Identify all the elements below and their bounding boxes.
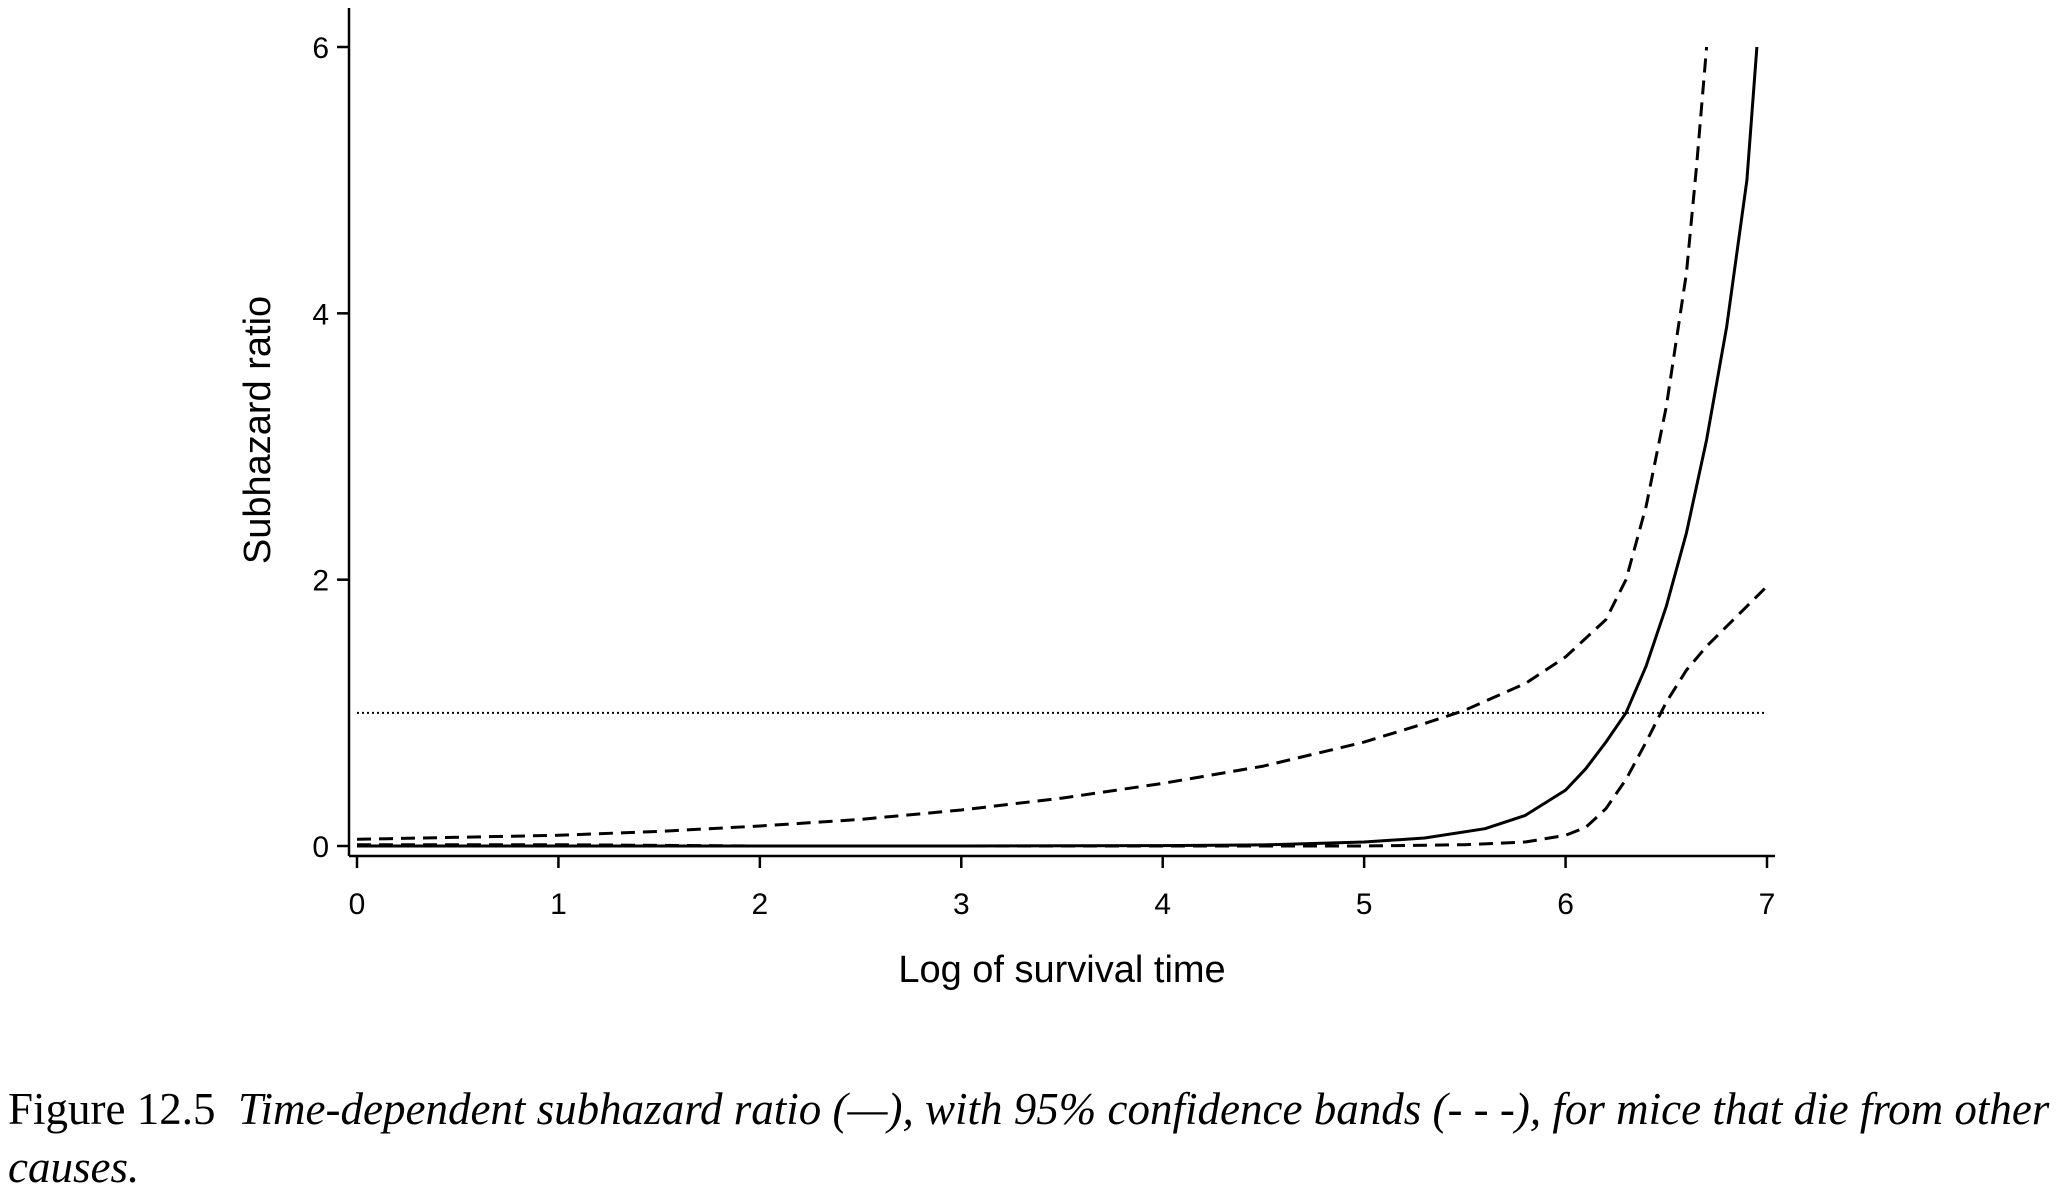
figure-caption: Figure 12.5 Time-dependent subhazard rat… (8, 1080, 2058, 1196)
x-tick-label: 7 (1759, 888, 1776, 921)
series-line-3 (357, 585, 1769, 848)
figure-caption-label: Figure 12.5 (8, 1084, 216, 1134)
y-tick-label: 0 (312, 831, 329, 864)
series-line-2 (356, 46, 1709, 841)
series-line-1 (357, 46, 1759, 848)
x-tick-label: 0 (349, 888, 366, 921)
plot-layer (356, 46, 1769, 848)
chart-area: 0 1 2 3 4 5 6 7 0 2 4 6 Log of survival time Subhaz… (237, 8, 1775, 991)
x-tick-label: 5 (1356, 888, 1373, 921)
figure-caption-text: Time-dependent subhazard ratio (—), with… (8, 1084, 2050, 1192)
x-axis-title: Log of survival time (898, 949, 1225, 991)
x-tick-label: 1 (550, 888, 567, 921)
y-tick-label: 6 (312, 32, 329, 65)
y-axis-title: Subhazard ratio (237, 296, 279, 564)
x-tick-label: 6 (1557, 888, 1574, 921)
y-tick-label: 2 (312, 565, 329, 598)
x-tick-label: 3 (953, 888, 970, 921)
x-tick-label: 2 (752, 888, 769, 921)
axes-layer: 0 1 2 3 4 5 6 7 0 2 4 6 (312, 8, 1775, 921)
x-tick-label: 4 (1154, 888, 1171, 921)
y-tick-label: 4 (312, 298, 329, 331)
